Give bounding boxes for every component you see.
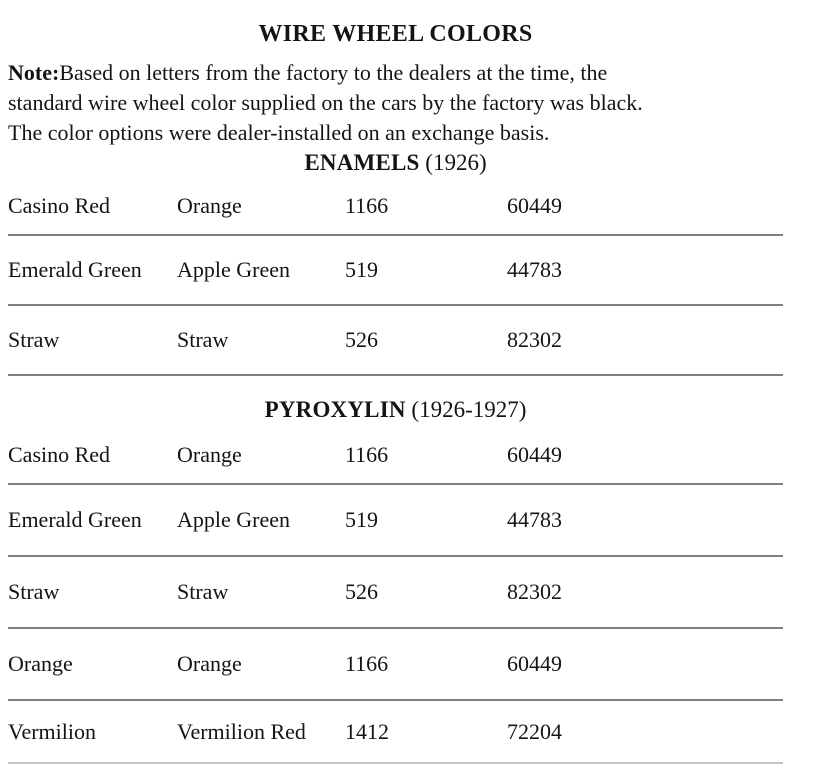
table-row: Straw Straw 526 82302: [8, 305, 783, 375]
note-text-3: The color options were dealer-installed …: [8, 120, 550, 145]
section-heading-enamels-name: ENAMELS: [304, 150, 420, 175]
cell-color-name: Vermilion: [8, 718, 96, 744]
section-heading-enamels: ENAMELS (1926): [8, 148, 783, 178]
page-title: WIRE WHEEL COLORS: [258, 21, 533, 47]
cell-code-1: 519: [345, 507, 378, 532]
cell-code-2: 44783: [507, 507, 562, 532]
table-row: Emerald Green Apple Green 519 44783: [8, 235, 783, 305]
section-heading-pyroxylin-name: PYROXYLIN: [264, 397, 406, 422]
note-text-2: standard wire wheel color supplied on th…: [8, 90, 643, 115]
table-row: Casino Red Orange 1166 60449: [8, 426, 783, 484]
cell-code-2: 44783: [507, 257, 562, 282]
cell-code-1: 1166: [345, 193, 389, 218]
cell-color-name: Straw: [8, 579, 60, 604]
table-row: Emerald Green Apple Green 519 44783: [8, 484, 783, 556]
cell-paint-color: Apple Green: [177, 507, 291, 532]
cell-paint-color: Apple Green: [177, 257, 291, 282]
cell-color-name: Casino Red: [8, 193, 111, 218]
cell-code-1: 1166: [345, 441, 389, 467]
cell-color-name: Casino Red: [8, 441, 111, 467]
cell-code-1: 519: [345, 257, 378, 282]
table-row: Orange Orange 1166 60449: [8, 628, 783, 700]
cell-paint-color: Orange: [177, 651, 242, 676]
cell-paint-color: Straw: [177, 327, 229, 352]
table-row: Casino Red Orange 1166 60449: [8, 178, 783, 235]
cell-code-2: 82302: [507, 579, 562, 604]
table-row: Straw Straw 526 82302: [8, 556, 783, 628]
cell-paint-color: Orange: [177, 193, 242, 218]
cell-color-name: Straw: [8, 327, 60, 352]
section-heading-pyroxylin-years: (1926-1927): [405, 397, 527, 422]
cell-paint-color: Orange: [177, 441, 242, 467]
cell-code-1: 1166: [345, 651, 389, 676]
note-label: Note:: [8, 60, 60, 85]
cell-paint-color: Straw: [177, 579, 229, 604]
enamels-table: Casino Red Orange 1166 60449 Emerald Gre…: [8, 178, 783, 376]
note-line: Note:Based on letters from the factory t…: [8, 58, 814, 88]
cell-code-2: 60449: [507, 441, 562, 467]
cell-code-2: 82302: [507, 327, 562, 352]
note-text-1: Based on letters from the factory to the…: [59, 60, 608, 85]
cell-code-1: 526: [345, 327, 378, 352]
section-heading-pyroxylin: PYROXYLIN (1926-1927): [8, 395, 783, 425]
cell-code-2: 72204: [507, 718, 562, 744]
table-row: Vermilion Vermilion Red 1412 72204: [8, 700, 783, 763]
cell-color-name: Orange: [8, 651, 73, 676]
section-heading-enamels-years: (1926): [419, 150, 487, 175]
cell-code-2: 60449: [507, 651, 562, 676]
note-paragraph: Note:Based on letters from the factory t…: [8, 58, 814, 148]
pyroxylin-table: Casino Red Orange 1166 60449 Emerald Gre…: [8, 426, 783, 764]
cell-code-2: 60449: [507, 193, 562, 218]
cell-color-name: Emerald Green: [8, 507, 142, 532]
cell-color-name: Emerald Green: [8, 257, 142, 282]
cell-paint-color: Vermilion Red: [177, 718, 306, 744]
cell-code-1: 1412: [345, 718, 389, 744]
cell-code-1: 526: [345, 579, 378, 604]
